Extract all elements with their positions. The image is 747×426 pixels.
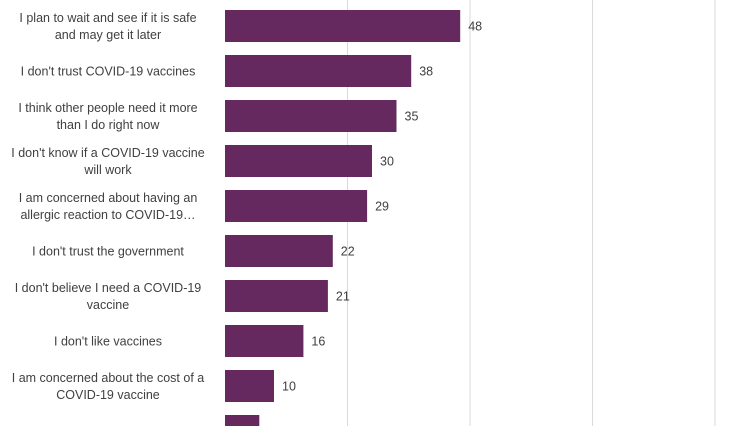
category-label-line: and may get it later bbox=[55, 28, 161, 42]
bar bbox=[225, 415, 260, 426]
data-label: 21 bbox=[336, 290, 350, 304]
bar bbox=[225, 100, 397, 132]
data-label: 38 bbox=[419, 65, 433, 79]
category-label-line: I am concerned about having an bbox=[19, 191, 198, 205]
bar bbox=[225, 145, 372, 177]
bar bbox=[225, 280, 328, 312]
data-label: 22 bbox=[341, 245, 355, 259]
bar bbox=[225, 325, 304, 357]
bar bbox=[225, 10, 461, 42]
bar bbox=[225, 370, 274, 402]
category-label: I plan to wait and see if it is safe and … bbox=[19, 11, 196, 42]
data-label: 30 bbox=[380, 155, 394, 169]
category-label: I don't believe I need a COVID-19 vaccine bbox=[15, 281, 202, 312]
category-label: I don't know if a COVID-19 vaccine will w… bbox=[11, 146, 204, 177]
category-label: I am concerned about the cost of a COVID-… bbox=[12, 371, 205, 402]
category-label-line: I don't like vaccines bbox=[54, 335, 162, 349]
data-label: 10 bbox=[282, 380, 296, 394]
category-label-line: I think other people need it more bbox=[18, 101, 197, 115]
bar bbox=[225, 190, 368, 222]
category-label-line: will work bbox=[83, 163, 132, 177]
category-label: I think other people need it more than I … bbox=[18, 101, 197, 132]
data-label: 29 bbox=[375, 200, 389, 214]
value-labels: 48 38 35 30 29 22 21 16 10 7 bbox=[267, 20, 482, 426]
category-label: My doctor has not recommended it bbox=[12, 425, 205, 426]
category-label-line: I don't trust COVID-19 vaccines bbox=[21, 65, 196, 79]
category-label-line: My doctor has not recommended it bbox=[12, 425, 205, 426]
category-label-line: COVID-19 vaccine bbox=[56, 388, 160, 402]
category-label: I am concerned about having an allergic r… bbox=[19, 191, 198, 222]
category-label-line: I don't trust the government bbox=[32, 245, 184, 259]
bar bbox=[225, 55, 412, 87]
bar bbox=[225, 235, 333, 267]
category-label-line: I don't know if a COVID-19 vaccine bbox=[11, 146, 204, 160]
category-label-line: I don't believe I need a COVID-19 bbox=[15, 281, 202, 295]
category-label-line: I plan to wait and see if it is safe bbox=[19, 11, 196, 25]
data-label: 16 bbox=[311, 335, 325, 349]
category-label-line: vaccine bbox=[87, 298, 129, 312]
category-labels: I plan to wait and see if it is safe and … bbox=[11, 11, 204, 426]
category-label-line: I am concerned about the cost of a bbox=[12, 371, 205, 385]
data-label: 7 bbox=[267, 425, 274, 426]
category-label-line: allergic reaction to COVID-19… bbox=[20, 208, 195, 222]
data-label: 48 bbox=[468, 20, 482, 34]
category-label: I don't like vaccines bbox=[54, 335, 162, 349]
data-label: 35 bbox=[405, 110, 419, 124]
category-label: I don't trust COVID-19 vaccines bbox=[21, 65, 196, 79]
category-label: I don't trust the government bbox=[32, 245, 184, 259]
bars bbox=[225, 10, 461, 426]
category-label-line: than I do right now bbox=[57, 118, 161, 132]
